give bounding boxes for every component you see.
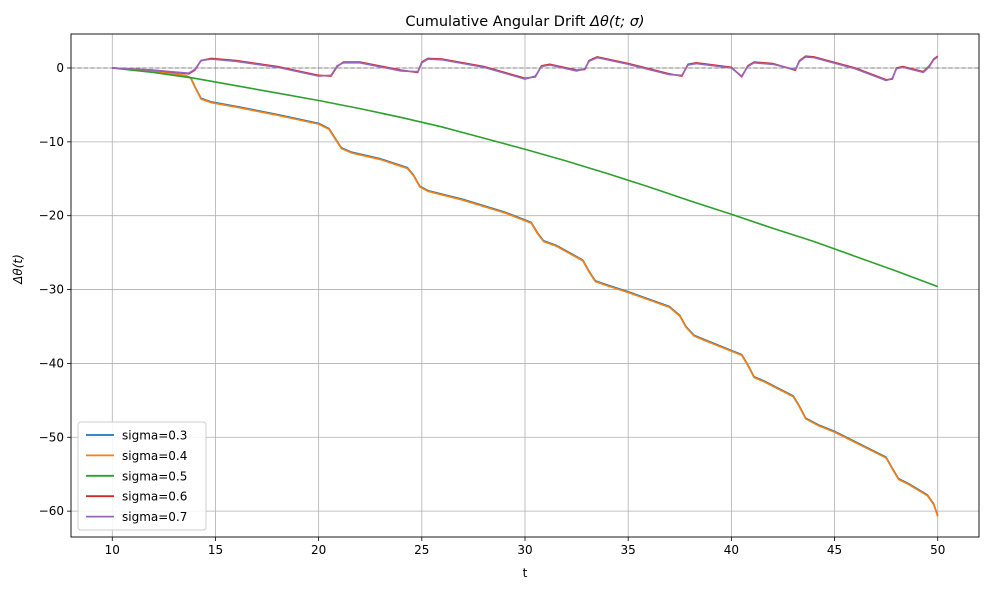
y-tick-label: −40	[39, 356, 64, 370]
y-tick-label: −30	[39, 283, 64, 297]
x-tick-label: 15	[208, 543, 223, 557]
x-tick-label: 25	[414, 543, 429, 557]
x-axis-label: t	[523, 566, 528, 580]
series-line-sigma=0.7	[112, 56, 939, 82]
legend-label: sigma=0.6	[122, 490, 187, 504]
x-tick-label: 45	[827, 543, 842, 557]
x-tick-label: 20	[311, 543, 326, 557]
x-tick-label: 30	[517, 543, 532, 557]
chart-title: Cumulative Angular Drift Δθ(t; σ)	[405, 14, 644, 30]
x-tick-label: 10	[105, 543, 120, 557]
chart-title-math: Δθ(t; σ)	[589, 14, 644, 30]
axis-ticks: 10 15 20 25 30 35 40 45 50 0 −10 −20 −30 −40 −50 −60	[39, 61, 946, 557]
legend-box	[77, 421, 207, 531]
series-line-sigma=0.5	[112, 67, 939, 288]
series-layer	[112, 55, 939, 517]
x-tick-label: 50	[930, 543, 945, 557]
legend-label: sigma=0.5	[122, 469, 187, 483]
series-line-sigma=0.4	[112, 67, 939, 517]
legend-label: sigma=0.4	[122, 449, 187, 463]
y-tick-label: −10	[39, 135, 64, 149]
x-tick-label: 35	[621, 543, 636, 557]
chart-title-text: Cumulative Angular Drift	[405, 14, 590, 30]
y-tick-label: −20	[39, 209, 64, 223]
y-tick-label: −50	[39, 430, 64, 444]
legend: sigma=0.3 sigma=0.4 sigma=0.5 sigma=0.6 sigm…	[77, 421, 207, 531]
legend-label: sigma=0.7	[122, 510, 187, 524]
y-tick-label: −60	[39, 504, 64, 518]
y-tick-label: 0	[56, 61, 64, 75]
x-tick-label: 40	[724, 543, 739, 557]
y-axis-label: Δθ(t)	[11, 254, 25, 285]
legend-label: sigma=0.3	[122, 429, 187, 443]
